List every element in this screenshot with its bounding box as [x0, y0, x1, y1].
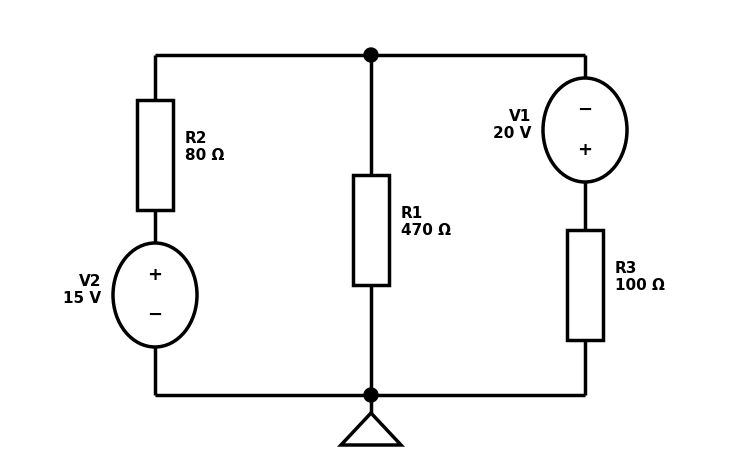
Text: +: +	[577, 141, 593, 159]
Text: R1
470 Ω: R1 470 Ω	[401, 206, 451, 238]
Ellipse shape	[543, 78, 627, 182]
Bar	[137, 100, 173, 210]
Text: −: −	[577, 101, 593, 119]
Text: +: +	[148, 266, 162, 284]
Text: −: −	[148, 306, 162, 324]
Ellipse shape	[113, 243, 197, 347]
Polygon shape	[341, 413, 401, 445]
Bar	[567, 230, 603, 340]
Circle shape	[364, 48, 378, 62]
Bar	[353, 175, 389, 285]
Text: R3
100 Ω: R3 100 Ω	[615, 261, 665, 293]
Text: V2
15 V: V2 15 V	[63, 274, 101, 306]
Text: R2
80 Ω: R2 80 Ω	[185, 131, 224, 163]
Text: V1
20 V: V1 20 V	[493, 109, 531, 141]
Circle shape	[364, 388, 378, 402]
